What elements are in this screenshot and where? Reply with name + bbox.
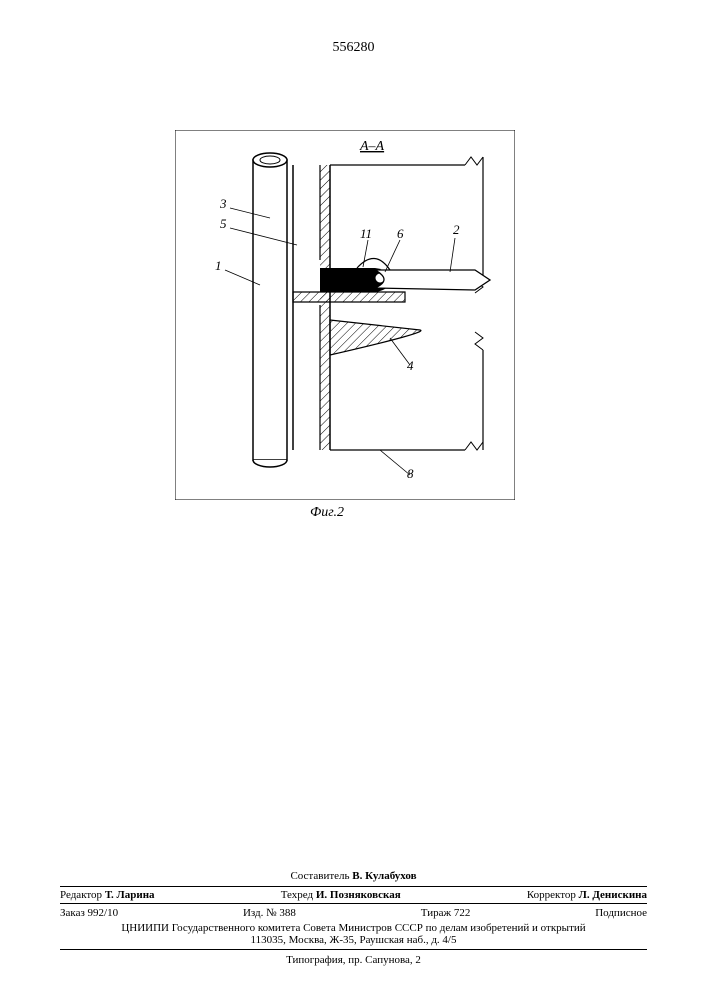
tirazh: Тираж 722 <box>421 907 471 919</box>
section-label: A–A <box>359 139 385 154</box>
ref-1: 1 <box>215 258 222 274</box>
organization: ЦНИИПИ Государственного комитета Совета … <box>60 922 647 934</box>
ref-4: 4 <box>407 358 414 374</box>
izd-number: Изд. № 388 <box>243 907 296 919</box>
order-number: Заказ 992/10 <box>60 907 118 919</box>
footer-block: Составитель В. Кулабухов Редактор Т. Лар… <box>60 870 647 966</box>
patent-number: 556280 <box>0 40 707 56</box>
compiler-line: Составитель В. Кулабухов <box>60 870 647 882</box>
ref-6: 6 <box>397 226 404 242</box>
editor-label: Редактор <box>60 889 102 901</box>
typography: Типография, пр. Сапунова, 2 <box>60 954 647 966</box>
figure-svg: A–A <box>175 130 515 500</box>
figure-label: Фиг.2 <box>310 505 344 521</box>
horizontal-rod <box>375 270 490 290</box>
support-bracket <box>293 292 421 355</box>
technical-diagram: A–A <box>175 130 515 500</box>
compiler-label: Составитель <box>290 870 349 882</box>
techred-cell: Техред И. Позняковская <box>281 889 401 901</box>
vertical-tube <box>253 153 287 467</box>
editor-cell: Редактор Т. Ларина <box>60 889 155 901</box>
ref-11: 11 <box>360 226 372 242</box>
corrector-label: Корректор <box>527 889 576 901</box>
page: 556280 A–A <box>0 0 707 1000</box>
techred-name: И. Позняковская <box>316 889 401 901</box>
ref-3: 3 <box>220 196 227 212</box>
channel-profile <box>293 165 330 450</box>
ref-2: 2 <box>453 222 460 238</box>
ref-8: 8 <box>407 466 414 482</box>
publication-row: Заказ 992/10 Изд. № 388 Тираж 722 Подпис… <box>60 906 647 920</box>
techred-label: Техред <box>281 889 313 901</box>
roles-row: Редактор Т. Ларина Техред И. Позняковска… <box>60 886 647 904</box>
compiler-name: В. Кулабухов <box>352 870 416 882</box>
ref-5: 5 <box>220 216 227 232</box>
panel-right <box>330 157 483 450</box>
editor-name: Т. Ларина <box>105 889 155 901</box>
address: 113035, Москва, Ж-35, Раушская наб., д. … <box>60 934 647 950</box>
corrector-cell: Корректор Л. Денискина <box>527 889 647 901</box>
corrector-name: Л. Денискина <box>579 889 647 901</box>
subscription: Подписное <box>595 907 647 919</box>
